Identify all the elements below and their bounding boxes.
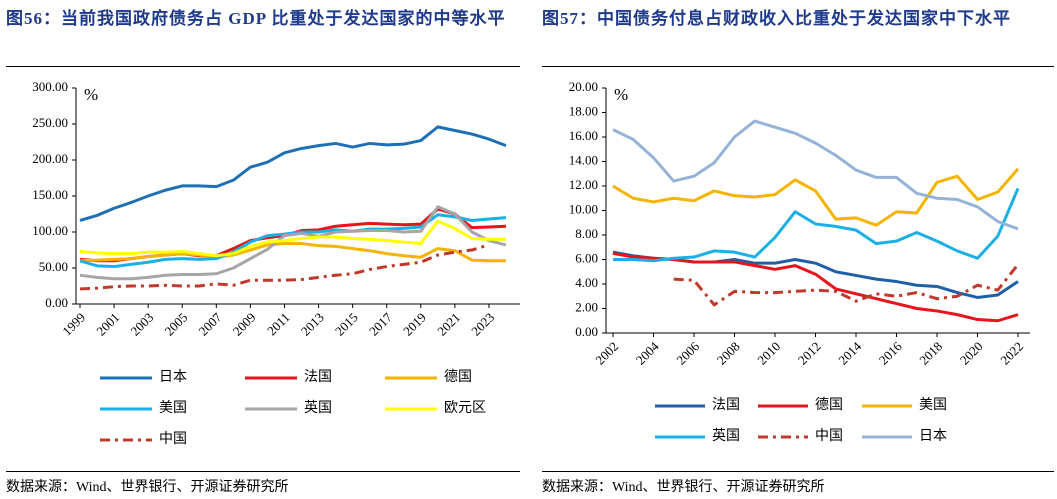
legend-label: 中国: [159, 431, 187, 447]
x-tick-label: 2010: [754, 339, 783, 368]
y-tick-label: 12.00: [569, 177, 598, 192]
source: 数据来源：Wind、世界银行、开源证券研究所: [6, 480, 289, 495]
y-tick-label: 250.00: [32, 115, 68, 130]
legend-label: 美国: [919, 397, 947, 413]
y-tick-label: 300.00: [32, 79, 68, 94]
series-line: [673, 263, 1020, 307]
x-tick-label: 2007: [196, 309, 225, 338]
y-tick-label: 20.00: [569, 79, 598, 94]
x-tick-label: 2006: [673, 338, 702, 367]
rule: [542, 66, 1054, 67]
x-tick-label: 2003: [127, 310, 156, 339]
legend-label: 欧元区: [444, 400, 486, 416]
x-tick-label: 2014: [835, 338, 864, 367]
y-tick-label: 200.00: [32, 151, 68, 166]
x-tick-label: 2013: [298, 310, 327, 339]
x-tick-label: 2022: [997, 339, 1026, 368]
rule: [542, 471, 1054, 472]
series-line: [612, 167, 1020, 227]
y-axis-unit: %: [84, 85, 98, 104]
y-axis-unit: %: [614, 85, 628, 104]
y-tick-label: 18.00: [569, 103, 598, 118]
x-tick-label: 2002: [592, 339, 621, 368]
series-line: [79, 219, 506, 258]
y-tick-label: 10.00: [569, 201, 598, 216]
y-tick-label: 8.00: [575, 226, 598, 241]
source: 数据来源：Wind、世界银行、开源证券研究所: [542, 480, 825, 495]
legend-label: 日本: [919, 428, 947, 444]
x-tick-label: 2012: [795, 339, 824, 368]
x-tick-label: 2023: [468, 310, 497, 339]
legend-label: 日本: [159, 369, 187, 385]
x-tick-label: 2019: [400, 310, 429, 339]
x-tick-label: 2005: [161, 310, 190, 339]
legend-label: 法国: [304, 369, 332, 385]
rule: [6, 66, 520, 67]
legend-label: 中国: [815, 428, 843, 444]
x-tick-label: 2017: [366, 309, 395, 338]
y-tick-label: 4.00: [575, 275, 598, 290]
y-tick-label: 6.00: [575, 250, 598, 265]
y-tick-label: 100.00: [32, 223, 68, 238]
legend-label: 英国: [304, 399, 332, 416]
series-line: [612, 119, 1019, 231]
chart-title: 图56：当前我国政府债务占 GDP 比重处于发达国家的中等水平: [6, 9, 506, 28]
legend-label: 德国: [815, 397, 843, 413]
series-line: [612, 251, 1019, 323]
x-tick-label: 2001: [93, 310, 122, 339]
series-line: [79, 125, 507, 222]
x-tick-label: 2018: [916, 339, 945, 368]
y-tick-label: 0.00: [575, 324, 598, 339]
x-tick-label: 2009: [230, 310, 259, 339]
x-tick-label: 2008: [714, 339, 743, 368]
y-tick-label: 150.00: [32, 187, 68, 202]
y-tick-label: 50.00: [39, 259, 68, 274]
x-tick-label: 1999: [59, 310, 88, 339]
chart-title: 图57：中国债务付息占财政收入比重处于发达国家中下水平: [542, 9, 1011, 28]
series-line: [613, 187, 1020, 263]
x-tick-label: 2020: [957, 339, 986, 368]
x-tick-label: 2016: [876, 338, 905, 367]
y-tick-label: 16.00: [569, 128, 598, 143]
legend-label: 英国: [712, 427, 740, 444]
y-tick-label: 14.00: [569, 152, 598, 167]
legend-label: 美国: [159, 400, 187, 416]
series-line: [79, 242, 506, 263]
series-line: [79, 205, 507, 281]
y-tick-label: 2.00: [575, 299, 598, 314]
x-tick-label: 2021: [434, 310, 463, 339]
y-tick-label: 0.00: [45, 295, 68, 310]
legend-label: 德国: [444, 369, 472, 385]
legend-label: 法国: [712, 397, 740, 413]
x-tick-label: 2015: [332, 310, 361, 339]
x-tick-label: 2011: [264, 310, 293, 339]
rule: [6, 471, 520, 472]
x-tick-label: 2004: [633, 338, 662, 367]
